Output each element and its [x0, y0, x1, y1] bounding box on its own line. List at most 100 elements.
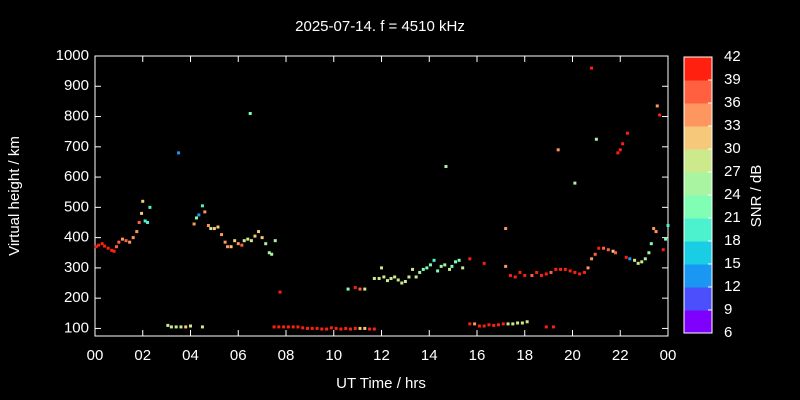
colorbar-tick-label: 18: [724, 232, 741, 249]
colorbar-tick-label: 30: [724, 140, 741, 157]
data-point: [411, 267, 415, 271]
data-point: [450, 264, 454, 268]
data-point: [559, 267, 563, 271]
data-point: [233, 239, 237, 243]
data-point: [141, 199, 145, 203]
data-point: [363, 326, 367, 330]
data-point: [223, 240, 227, 244]
data-point: [590, 66, 594, 70]
data-point: [249, 239, 253, 243]
x-tick-label: 02: [134, 347, 151, 364]
data-point: [137, 220, 141, 224]
data-point: [496, 323, 500, 327]
data-point: [212, 227, 216, 231]
data-point: [414, 275, 418, 279]
colorbar-tick-label: 42: [724, 48, 741, 65]
data-point: [624, 255, 628, 259]
data-point: [448, 267, 452, 271]
colorbar-tick-label: 21: [724, 209, 741, 226]
x-tick-label: 00: [660, 347, 677, 364]
data-point: [166, 323, 170, 327]
y-tick-label: 1000: [56, 47, 89, 64]
data-point: [523, 273, 527, 277]
colorbar-block: [684, 149, 712, 173]
data-point: [633, 258, 637, 262]
y-tick-label: 200: [64, 289, 89, 306]
data-point: [439, 264, 443, 268]
data-point: [189, 324, 192, 328]
data-point: [253, 234, 257, 238]
data-point: [611, 249, 615, 253]
data-point: [246, 237, 250, 241]
x-tick-label: 04: [182, 347, 199, 364]
x-tick-label: 22: [612, 347, 629, 364]
data-point: [200, 325, 204, 329]
data-point: [504, 264, 508, 268]
data-point: [236, 242, 240, 246]
data-point: [652, 227, 656, 231]
colorbar-tick-label: 39: [724, 71, 741, 88]
data-point: [120, 237, 124, 241]
data-point: [606, 248, 610, 252]
y-axis-label: Virtual height / km: [6, 136, 23, 256]
data-point: [421, 267, 425, 271]
data-point: [200, 204, 204, 208]
x-tick-label: 08: [278, 347, 295, 364]
x-axis-label: UT Time / hrs: [336, 375, 426, 392]
data-point: [403, 280, 407, 284]
data-point: [593, 252, 597, 256]
data-point: [482, 324, 486, 328]
data-point: [112, 249, 116, 253]
data-point: [640, 260, 644, 264]
data-point: [135, 230, 139, 234]
data-point: [506, 322, 510, 326]
data-point: [539, 273, 543, 277]
data-point: [468, 257, 472, 261]
data-point: [124, 239, 128, 243]
data-point: [220, 233, 224, 237]
data-point: [240, 243, 244, 247]
data-point: [348, 327, 352, 331]
data-point: [146, 220, 150, 224]
data-point: [530, 273, 534, 277]
data-point: [329, 326, 333, 330]
y-tick-label: 100: [64, 319, 89, 336]
data-point: [568, 269, 572, 273]
data-point: [454, 260, 458, 264]
colorbar-block: [684, 218, 712, 242]
data-point: [339, 327, 343, 331]
data-point: [248, 112, 252, 116]
colorbar-tick-label: 24: [724, 186, 741, 203]
data-point: [513, 275, 517, 279]
data-point: [573, 181, 577, 185]
plot-frame: [94, 55, 669, 337]
data-point: [385, 279, 389, 283]
data-point: [549, 270, 553, 274]
data-point: [310, 326, 314, 330]
colorbar-tick-label: 33: [724, 117, 741, 134]
data-point: [368, 327, 372, 331]
data-point: [353, 326, 357, 330]
data-point: [516, 321, 520, 325]
data-point: [594, 137, 598, 141]
data-point: [194, 216, 198, 220]
data-point: [518, 270, 522, 274]
data-point: [554, 267, 558, 271]
data-point: [282, 325, 286, 329]
data-point: [100, 242, 104, 246]
x-tick-label: 06: [230, 347, 247, 364]
data-point: [636, 261, 640, 265]
data-point: [658, 113, 662, 117]
data-point: [305, 326, 309, 330]
y-tick-label: 700: [64, 138, 89, 155]
colorbar-tick-label: 12: [724, 278, 741, 295]
x-tick-label: 00: [87, 347, 104, 364]
data-point: [400, 281, 404, 285]
data-point: [94, 245, 98, 249]
data-point: [563, 267, 567, 271]
data-point: [551, 325, 555, 329]
data-point: [301, 326, 305, 330]
data-point: [103, 244, 107, 248]
colorbar-tick-label: 27: [724, 163, 741, 180]
data-point: [649, 242, 653, 246]
